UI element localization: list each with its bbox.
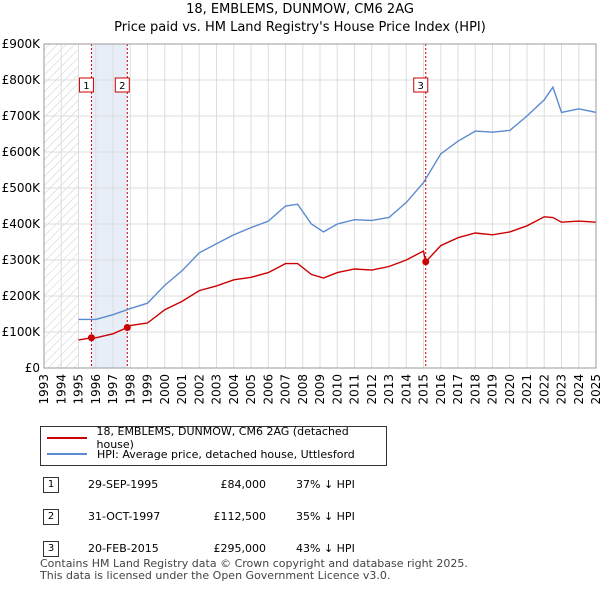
sale-marker-box — [78, 77, 94, 93]
x-tick-label: 2021 — [520, 374, 534, 405]
x-tick-label: 2010 — [330, 374, 344, 405]
x-tick-label: 2024 — [572, 374, 586, 405]
x-tick-label: 2015 — [417, 374, 431, 405]
sale-point — [87, 334, 95, 342]
sale-price: £295,000 — [213, 542, 267, 555]
x-tick-label: 1995 — [72, 374, 86, 405]
legend-swatch-hpi — [47, 453, 87, 455]
footer: Contains HM Land Registry data © Crown c… — [40, 558, 468, 582]
x-tick-label: 2007 — [279, 374, 293, 405]
x-tick-label: 1998 — [123, 374, 137, 405]
y-tick-label: £500K — [2, 181, 42, 195]
y-tick-label: £700K — [2, 109, 42, 123]
x-tick-label: 2023 — [555, 374, 569, 405]
x-tick-label: 2025 — [589, 374, 600, 405]
x-tick-label: 2001 — [175, 374, 189, 405]
y-tick-label: £800K — [2, 73, 42, 87]
chart-subtitle: Price paid vs. HM Land Registry's House … — [114, 20, 486, 35]
sale-point — [422, 258, 430, 266]
x-tick-label: 2017 — [451, 374, 465, 405]
x-tick-label: 2002 — [192, 374, 206, 405]
sale-date: 20-FEB-2015 — [88, 542, 159, 555]
sale-number: 1 — [43, 477, 59, 493]
x-tick-label: 2013 — [382, 374, 396, 405]
x-tick-label: 2020 — [503, 374, 517, 405]
y-tick-label: £400K — [2, 217, 42, 231]
sale-date: 31-OCT-1997 — [88, 510, 161, 523]
y-tick-label: £200K — [2, 289, 42, 303]
sale-hpi-diff: 35% ↓ HPI — [296, 510, 355, 523]
x-tick-label: 1994 — [54, 374, 68, 405]
sale-hpi-diff: 37% ↓ HPI — [296, 478, 355, 491]
sale-marker-box — [114, 77, 130, 93]
x-tick-label: 1999 — [141, 374, 155, 405]
sale-row: 3 20-FEB-2015 £295,000 43% ↓ HPI — [40, 538, 600, 570]
sale-marker-box — [413, 77, 429, 93]
sale-marker-label: 1 — [83, 81, 89, 92]
sale-hpi-diff: 43% ↓ HPI — [296, 542, 355, 555]
footer-licence: This data is licensed under the Open Gov… — [40, 569, 391, 582]
y-tick-label: £0 — [25, 361, 40, 375]
x-tick-label: 2004 — [227, 374, 241, 405]
x-tick-label: 2018 — [468, 374, 482, 405]
sales-table: 1 29-SEP-1995 £84,000 37% ↓ HPI 2 31-OCT… — [40, 474, 600, 570]
sale-number: 3 — [43, 541, 59, 557]
sale-price: £112,500 — [213, 510, 267, 523]
sale-price: £84,000 — [220, 478, 267, 491]
x-tick-label: 1996 — [89, 374, 103, 405]
x-tick-label: 2000 — [158, 374, 172, 405]
sale-point — [123, 324, 131, 331]
chart-title: 18, EMBLEMS, DUNMOW, CM6 2AG — [186, 2, 414, 17]
sale-row: 1 29-SEP-1995 £84,000 37% ↓ HPI — [40, 474, 600, 506]
x-tick-label: 1993 — [37, 374, 51, 405]
sale-date: 29-SEP-1995 — [88, 478, 159, 491]
legend-label-property: 18, EMBLEMS, DUNMOW, CM6 2AG (detached h… — [96, 425, 349, 451]
property-price-line — [78, 216, 596, 341]
price-chart: 1 2 3 £0 £100K £200K £300K £400K £500K £600K £700K… — [2, 37, 600, 405]
sale-marker-label: 2 — [119, 81, 125, 92]
legend: 18, EMBLEMS, DUNMOW, CM6 2AG (detached h… — [40, 425, 387, 466]
x-tick-label: 2005 — [244, 374, 258, 405]
x-tick-label: 2019 — [486, 374, 500, 405]
hpi-line — [78, 85, 596, 321]
x-tick-label: 2008 — [296, 374, 310, 405]
legend-swatch-property — [47, 437, 87, 439]
y-tick-label: £900K — [2, 37, 42, 51]
x-tick-label: 2011 — [348, 374, 362, 405]
x-tick-label: 2006 — [261, 374, 275, 405]
y-tick-label: £300K — [2, 253, 42, 267]
x-tick-label: 2016 — [434, 374, 448, 405]
sale-period-shade — [91, 44, 128, 368]
y-tick-label: £100K — [2, 325, 42, 339]
legend-label-hpi: HPI: Average price, detached house, Uttl… — [97, 447, 355, 461]
legend-item-hpi: HPI: Average price, detached house, Uttl… — [47, 447, 355, 461]
sale-marker-label: 3 — [418, 81, 424, 92]
footer-copyright: Contains HM Land Registry data © Crown c… — [40, 557, 468, 570]
plot-frame — [43, 43, 597, 369]
x-tick-label: 2009 — [313, 374, 327, 405]
x-tick-label: 1997 — [106, 374, 120, 405]
x-tick-label: 2003 — [210, 374, 224, 405]
sale-row: 2 31-OCT-1997 £112,500 35% ↓ HPI — [40, 506, 600, 538]
x-tick-label: 2012 — [365, 374, 379, 405]
y-tick-label: £600K — [2, 145, 42, 159]
x-tick-label: 2022 — [537, 374, 551, 405]
x-tick-label: 2014 — [399, 374, 413, 405]
legend-item-property: 18, EMBLEMS, DUNMOW, CM6 2AG (detached h… — [47, 425, 386, 451]
sale-number: 2 — [43, 509, 59, 525]
